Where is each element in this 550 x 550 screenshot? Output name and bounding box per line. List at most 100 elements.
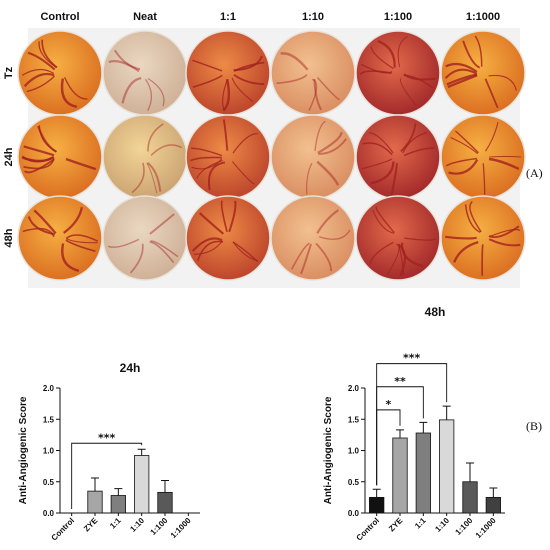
bar	[110, 495, 126, 514]
bar	[369, 496, 385, 514]
blood-vessel	[191, 237, 223, 252]
row-label: Tz	[3, 66, 15, 79]
blood-vessel	[198, 212, 225, 235]
x-tick-label: 1:1	[108, 516, 123, 531]
panel-b-label: (B)	[526, 419, 542, 433]
plates-layer	[17, 28, 526, 288]
cam-plate	[185, 30, 271, 116]
blood-vessel	[397, 35, 408, 68]
column-label: 1:1	[220, 11, 236, 23]
bar	[134, 455, 150, 514]
y-tick-label: 0.5	[348, 478, 360, 487]
blood-vessel	[369, 241, 394, 264]
x-tick-label: Control	[355, 516, 381, 542]
blood-vessel	[290, 242, 310, 270]
blood-vessel	[317, 132, 343, 154]
blood-vessel	[23, 72, 55, 87]
blood-vessel	[107, 238, 140, 248]
blood-vessel	[149, 241, 175, 264]
blood-vessel	[147, 77, 165, 107]
blood-vessel	[22, 227, 55, 238]
blood-vessel	[488, 238, 521, 247]
bar	[392, 437, 408, 514]
blood-vessel	[147, 123, 164, 152]
blood-vessel	[197, 240, 224, 261]
blood-vessel	[482, 163, 486, 195]
blood-vessel	[33, 209, 57, 235]
blood-vessel	[404, 237, 437, 241]
blood-vessel	[60, 78, 78, 108]
blood-vessel	[208, 161, 226, 191]
x-tick-label: 1:1000	[169, 516, 193, 540]
blood-vessel	[308, 78, 318, 111]
blood-vessel	[228, 200, 237, 233]
significance-label: ***	[98, 431, 116, 444]
row-label: 48h	[3, 228, 15, 247]
blood-vessel	[63, 206, 84, 234]
blood-vessel	[233, 55, 263, 72]
blood-vessel	[370, 46, 394, 70]
blood-vessel	[222, 119, 229, 151]
blood-vessel	[403, 74, 434, 89]
blood-vessel	[400, 123, 417, 153]
blood-vessel	[65, 157, 97, 171]
cam-plate	[102, 195, 188, 281]
blood-vessel	[24, 158, 55, 174]
blood-vessel	[193, 240, 223, 255]
chart-title: 48h	[425, 305, 446, 319]
significance-label: *	[385, 398, 391, 411]
panel-b-bar-charts: 24h Anti-Angiogenic Score 0.0 0.5 1.0 1.5 2.0 C…	[0, 290, 550, 550]
column-label: Neat	[133, 11, 157, 23]
blood-vessel	[192, 74, 223, 88]
blood-vessel	[372, 209, 394, 234]
row-labels: Tz 24h 48h	[3, 66, 15, 247]
blood-vessel	[316, 209, 339, 234]
column-label: Control	[40, 11, 79, 23]
blood-vessel	[108, 59, 140, 73]
column-labels: Control Neat 1:1 1:10 1:100 1:1000	[40, 11, 500, 23]
cam-plate	[270, 114, 356, 200]
bar	[415, 432, 431, 514]
blood-vessel	[448, 159, 479, 175]
blood-vessel	[306, 162, 313, 195]
blood-vessel	[150, 240, 179, 258]
column-label: 1:1000	[466, 11, 500, 23]
x-tick-label: 1:10	[128, 516, 146, 534]
cam-plate	[102, 114, 188, 200]
blood-vessel	[146, 162, 158, 194]
cam-plate	[440, 114, 526, 200]
blood-vessel	[445, 235, 477, 240]
y-tick-label: 2.0	[348, 384, 360, 393]
blood-vessel	[445, 157, 477, 167]
x-tick-label: 1:100	[454, 516, 475, 537]
blood-vessel	[318, 229, 351, 240]
significance-bracket	[376, 363, 448, 486]
cam-plate	[355, 195, 441, 281]
x-tick-label: ZYE	[82, 516, 100, 534]
y-tick-label: 1.0	[348, 447, 360, 456]
blood-vessel	[464, 204, 481, 234]
blood-vessel	[462, 40, 481, 69]
blood-vessel	[387, 243, 400, 275]
cam-plate	[17, 30, 103, 116]
blood-vessel	[484, 78, 499, 109]
y-tick-label: 2.0	[43, 384, 55, 393]
blood-vessel	[64, 77, 88, 100]
bar	[485, 496, 501, 514]
blood-vessel	[38, 125, 57, 153]
y-tick-label: 0.0	[348, 509, 360, 518]
row-label: 24h	[3, 147, 15, 166]
panel-a-label: (A)	[526, 166, 543, 180]
column-label: 1:10	[302, 11, 324, 23]
blood-vessel	[368, 132, 394, 154]
x-tick-label: Control	[50, 516, 76, 542]
cam-plate	[270, 30, 356, 116]
blood-vessel	[65, 234, 99, 242]
blood-vessel	[232, 241, 259, 262]
blood-vessel	[453, 240, 479, 263]
x-tick-label: 1:10	[433, 516, 451, 534]
x-tick-label: ZYE	[387, 516, 405, 534]
chart-24h: 24h Anti-Angiogenic Score 0.0 0.5 1.0 1.5 2.0 C…	[18, 361, 200, 543]
x-tick-label: 1:100	[149, 516, 170, 537]
blood-vessel	[131, 162, 145, 194]
